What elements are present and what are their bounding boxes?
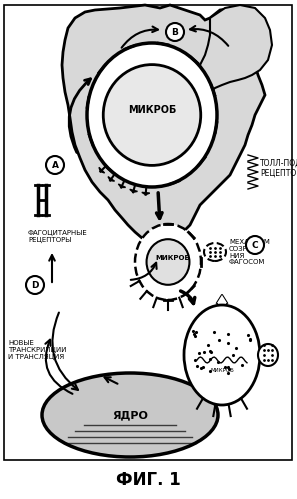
- Ellipse shape: [146, 239, 189, 285]
- Text: ФАГОЦИТАРНЫЕ
РЕЦЕПТОРЫ: ФАГОЦИТАРНЫЕ РЕЦЕПТОРЫ: [28, 230, 88, 243]
- Text: МИКРОБ: МИКРОБ: [210, 367, 234, 372]
- Polygon shape: [99, 167, 105, 173]
- Circle shape: [26, 276, 44, 294]
- Circle shape: [166, 23, 184, 41]
- Ellipse shape: [103, 64, 201, 165]
- Ellipse shape: [258, 344, 278, 366]
- Polygon shape: [119, 184, 126, 188]
- Text: ТОЛЛ-ПОДОБНЫЕ
РЕЦЕПТОРЫ: ТОЛЛ-ПОДОБНЫЕ РЕЦЕПТОРЫ: [260, 158, 297, 178]
- Polygon shape: [142, 192, 150, 195]
- Polygon shape: [62, 5, 265, 243]
- Text: МЕХАНИЗМ
СОЗРЕВА-
НИЯ
ФАГОСОМ: МЕХАНИЗМ СОЗРЕВА- НИЯ ФАГОСОМ: [229, 239, 270, 265]
- Circle shape: [46, 156, 64, 174]
- Text: ФИГ. 1: ФИГ. 1: [116, 471, 181, 489]
- Circle shape: [246, 236, 264, 254]
- Text: НОВЫЕ
ТРАНСКРИПЦИИ
И ТРАНСЛЯЦИЯ: НОВЫЕ ТРАНСКРИПЦИИ И ТРАНСЛЯЦИЯ: [8, 340, 67, 360]
- Polygon shape: [108, 177, 115, 181]
- Text: D: D: [31, 280, 39, 289]
- Text: A: A: [51, 161, 59, 170]
- Polygon shape: [130, 189, 138, 192]
- Ellipse shape: [87, 43, 217, 187]
- Ellipse shape: [204, 243, 226, 261]
- Ellipse shape: [184, 305, 260, 405]
- Ellipse shape: [42, 373, 218, 457]
- Text: B: B: [172, 27, 178, 36]
- Text: МИКРОБ: МИКРОБ: [156, 255, 190, 261]
- Text: МИКРОБ: МИКРОБ: [128, 105, 176, 115]
- Text: C: C: [252, 241, 258, 250]
- Polygon shape: [217, 295, 227, 303]
- Polygon shape: [198, 5, 272, 92]
- Ellipse shape: [135, 224, 201, 300]
- Text: ЯДРО: ЯДРО: [112, 410, 148, 420]
